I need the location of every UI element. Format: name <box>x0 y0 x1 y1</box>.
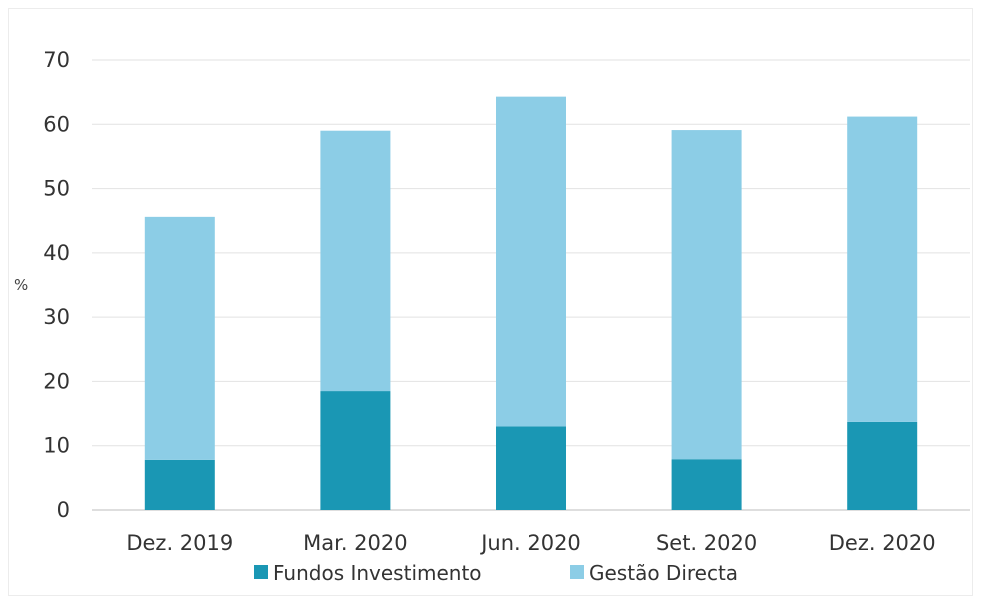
bars <box>144 96 918 510</box>
x-tick-label-1: Mar. 2020 <box>303 531 408 555</box>
bar-fundos-investimento-2 <box>496 426 566 510</box>
x-axis-ticks: Dez. 2019 Mar. 2020 Jun. 2020 Set. 2020 Dez.… <box>126 531 935 555</box>
x-tick-label-4: Dez. 2020 <box>829 531 936 555</box>
bar-gestao-directa-1 <box>320 130 391 392</box>
y-tick-label-0: 0 <box>57 498 70 522</box>
bar-gestao-directa-3 <box>671 130 742 460</box>
y-axis-ticks: 0 10 20 30 40 50 60 70 <box>43 48 70 522</box>
bar-fundos-investimento-1 <box>320 391 391 510</box>
y-tick-label-10: 10 <box>43 434 70 458</box>
y-tick-label-20: 20 <box>43 369 70 393</box>
bar-gestao-directa-4 <box>847 116 918 422</box>
gridlines <box>92 59 970 511</box>
y-tick-label-40: 40 <box>43 241 70 265</box>
x-tick-label-2: Jun. 2020 <box>479 531 581 555</box>
legend-label-fundos-investimento: Fundos Investimento <box>273 561 482 585</box>
bar-gestao-directa-2 <box>496 96 566 427</box>
legend: Fundos Investimento Gestão Directa <box>254 561 738 585</box>
bar-fundos-investimento-0 <box>144 459 215 510</box>
y-tick-label-30: 30 <box>43 305 70 329</box>
x-tick-label-3: Set. 2020 <box>656 531 757 555</box>
y-tick-label-50: 50 <box>43 177 70 201</box>
bar-fundos-investimento-4 <box>847 421 918 510</box>
legend-swatch-gestao-directa <box>570 565 584 579</box>
bar-fundos-investimento-3 <box>671 459 742 510</box>
y-tick-label-70: 70 <box>43 48 70 72</box>
y-tick-label-60: 60 <box>43 112 70 136</box>
legend-swatch-fundos-investimento <box>254 565 268 579</box>
chart-frame <box>8 8 973 596</box>
bar-gestao-directa-0 <box>144 216 215 460</box>
x-tick-label-0: Dez. 2019 <box>126 531 233 555</box>
legend-label-gestao-directa: Gestão Directa <box>589 561 738 585</box>
y-axis-label: % <box>14 276 28 294</box>
